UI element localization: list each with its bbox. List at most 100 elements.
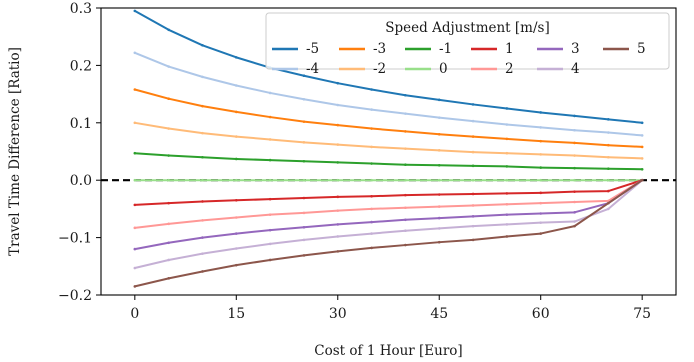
series-line (134, 121, 643, 160)
series-4 (133, 178, 644, 270)
series--1 (133, 151, 644, 171)
data-point (268, 228, 272, 232)
data-point (167, 222, 170, 226)
legend-item-0: 0 (405, 61, 448, 77)
data-point (471, 119, 475, 123)
data-point (404, 206, 407, 210)
data-point (336, 209, 340, 212)
data-point (201, 200, 204, 203)
data-point (201, 270, 204, 273)
data-point (539, 111, 543, 114)
data-point (201, 155, 204, 159)
data-point (607, 118, 610, 121)
legend-label: 0 (439, 61, 448, 77)
x-tick-label: 45 (430, 306, 448, 322)
data-point (539, 201, 543, 205)
data-point (268, 178, 272, 182)
data-point (336, 81, 340, 85)
data-point (370, 162, 373, 165)
legend-label: -1 (439, 41, 452, 57)
data-point (201, 236, 204, 239)
series-line (134, 152, 643, 171)
data-point (607, 207, 610, 211)
data-point (201, 219, 204, 222)
x-tick-label: 15 (227, 306, 245, 322)
data-point (370, 207, 373, 211)
x-axis-ticks: 0 15 30 45 60 75 (130, 295, 651, 322)
data-point (437, 116, 441, 119)
data-point (133, 178, 137, 182)
data-point (437, 132, 441, 136)
data-point (133, 226, 137, 230)
data-point (404, 130, 407, 133)
data-point (404, 112, 407, 115)
legend: Speed Adjustment [m/s] -5 -4 -3 -2 -1 0 1 2 3 4 5 (265, 12, 670, 77)
data-point (471, 204, 475, 207)
data-point (336, 143, 340, 146)
data-point (167, 127, 170, 130)
data-point (302, 120, 306, 123)
legend-label: 1 (505, 41, 514, 57)
data-point (167, 97, 170, 100)
data-point (167, 258, 170, 262)
data-point (505, 192, 509, 195)
data-point (370, 127, 373, 130)
data-point (370, 232, 373, 235)
data-point (167, 241, 170, 245)
data-point (607, 167, 610, 171)
data-point (234, 216, 238, 219)
data-point (133, 266, 137, 270)
data-point (302, 97, 306, 101)
data-point (471, 135, 475, 138)
data-point (336, 123, 340, 127)
data-point (539, 126, 543, 129)
legend-item--5: -5 (272, 41, 319, 57)
data-point (234, 157, 238, 161)
legend-item--2: -2 (339, 61, 386, 77)
data-point (336, 235, 340, 238)
x-tick-label: 75 (633, 306, 651, 322)
data-point (437, 227, 441, 230)
series-1 (133, 178, 644, 207)
data-point (370, 194, 373, 198)
legend-item-2: 2 (471, 61, 514, 77)
data-point (268, 158, 272, 162)
data-point (437, 98, 441, 102)
legend-label: -2 (373, 61, 386, 77)
data-point (268, 91, 272, 95)
data-point (201, 131, 204, 135)
data-point (167, 65, 170, 68)
y-axis-label: Travel Time Difference [Ratio] (7, 47, 23, 256)
data-point (573, 141, 576, 145)
data-point (404, 243, 407, 247)
data-point (370, 246, 373, 250)
series--4 (133, 51, 644, 137)
data-point (505, 151, 509, 155)
data-point (370, 145, 373, 149)
data-point (573, 128, 576, 132)
data-point (302, 141, 306, 144)
data-point (336, 250, 340, 253)
data-point (336, 195, 340, 199)
data-point (336, 161, 340, 164)
data-point (539, 212, 543, 215)
data-point (437, 193, 441, 196)
data-point (437, 216, 441, 220)
data-point (404, 229, 407, 233)
data-point (437, 178, 441, 182)
legend-title: Speed Adjustment [m/s] (385, 20, 549, 36)
data-point (302, 196, 306, 200)
data-point (471, 150, 475, 154)
data-point (573, 220, 576, 223)
data-point (573, 154, 576, 157)
legend-label: -5 (306, 41, 319, 57)
data-point (404, 147, 407, 150)
legend-label: 2 (505, 61, 514, 77)
data-point (539, 178, 543, 182)
data-point (607, 155, 610, 159)
y-tick-label: 0.1 (70, 116, 92, 132)
data-point (302, 254, 306, 257)
data-point (404, 93, 407, 97)
data-point (539, 191, 543, 195)
